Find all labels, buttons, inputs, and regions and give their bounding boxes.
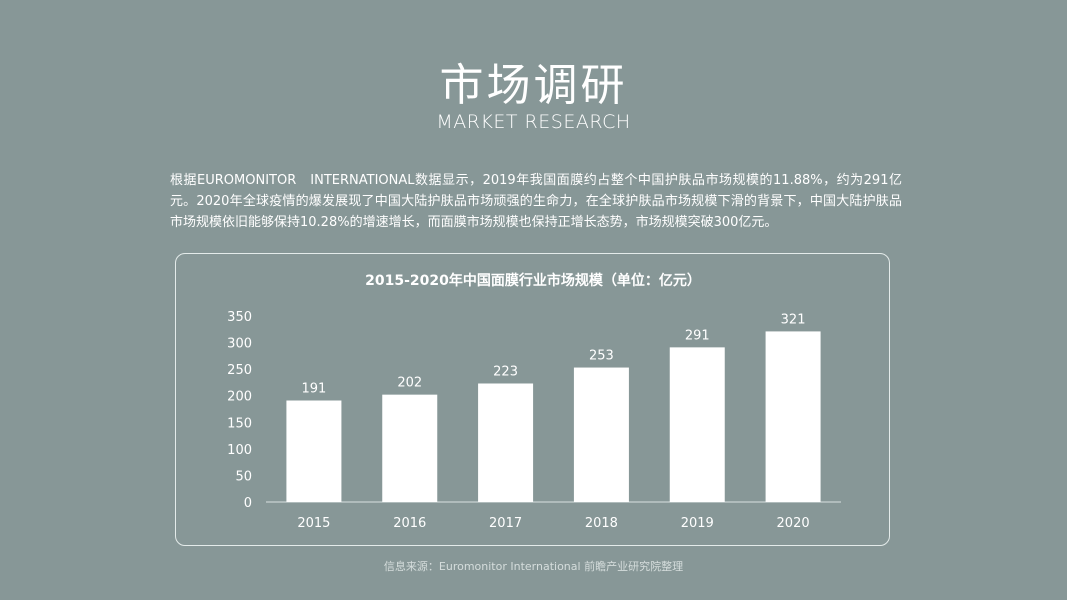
data-label: 321 [781, 312, 806, 327]
y-tick-label: 150 [227, 416, 252, 431]
data-label: 191 [302, 381, 327, 396]
x-tick-label: 2017 [489, 516, 522, 531]
y-tick-label: 200 [227, 390, 252, 405]
source-note: 信息来源：Euromonitor International 前瞻产业研究院整理 [383, 560, 684, 573]
bar [573, 367, 629, 502]
x-tick-label: 2019 [681, 516, 714, 531]
chart-title: 2015-2020年中国面膜行业市场规模（单位：亿元） [365, 272, 701, 289]
data-label: 291 [685, 328, 710, 343]
bar-chart: 2015-2020年中国面膜行业市场规模（单位：亿元） 0 50 100 150 200 2… [227, 272, 841, 531]
bar [765, 331, 821, 502]
bar [478, 383, 534, 502]
page-subtitle: MARKET RESEARCH [436, 111, 631, 133]
page-title: 市场调研 [439, 60, 628, 111]
intro-paragraph: 根据EUROMONITOR INTERNATIONAL数据显示，2019年我国面… [170, 173, 902, 230]
x-tick-label: 2020 [777, 516, 810, 531]
x-tick-label: 2015 [297, 516, 330, 531]
bar [382, 394, 438, 502]
y-tick-label: 0 [244, 496, 252, 511]
bar [669, 347, 725, 502]
chart-panel: 2015-2020年中国面膜行业市场规模（单位：亿元） 0 50 100 150 200 2… [175, 253, 890, 546]
data-label: 253 [589, 349, 614, 364]
y-tick-label: 50 [235, 469, 252, 484]
x-tick-label: 2018 [585, 516, 618, 531]
y-tick-label: 300 [227, 337, 252, 352]
y-tick-label: 350 [227, 310, 252, 325]
data-label: 202 [397, 376, 422, 391]
x-tick-label: 2016 [393, 516, 426, 531]
y-tick-label: 100 [227, 443, 252, 458]
y-tick-label: 250 [227, 363, 252, 378]
bar [286, 400, 342, 502]
data-label: 223 [493, 364, 518, 379]
